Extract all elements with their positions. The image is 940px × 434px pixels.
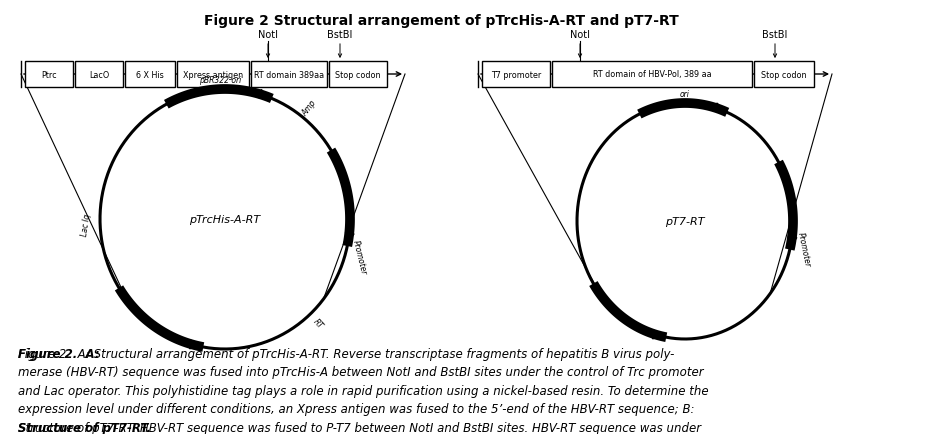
Text: Xpress antigen: Xpress antigen [183,70,243,79]
Text: RT: RT [312,316,325,330]
Text: pTrcHis-A-RT: pTrcHis-A-RT [190,214,260,224]
Text: Ptrc: Ptrc [41,70,56,79]
Text: Stop codon: Stop codon [761,70,807,79]
Bar [251,62,327,88]
Bar [754,62,814,88]
Text: NotI: NotI [258,30,278,40]
Text: and Lac operator. This polyhistidine tag plays a role in rapid purification usin: and Lac operator. This polyhistidine tag… [18,384,709,397]
Text: Structure of pT7-RT. HBV-RT sequence was fused to P-T7 between NotI and BstBI si: Structure of pT7-RT. HBV-RT sequence was… [18,421,701,434]
Text: RT domain of HBV-Pol, 389 aa: RT domain of HBV-Pol, 389 aa [593,70,712,79]
Bar [75,62,123,88]
Text: BstBI: BstBI [327,30,352,40]
Bar [177,62,249,88]
Text: BstBI: BstBI [762,30,788,40]
Text: Lac Iq: Lac Iq [80,213,92,236]
Text: Promoter: Promoter [351,239,368,275]
Text: Figure 2.  A: Structural arrangement of: Figure 2. A: Structural arrangement of [18,347,252,360]
Text: expression level under different conditions, an Xpress antigen was fused to the : expression level under different conditi… [18,403,695,415]
Bar [482,62,550,88]
Bar [329,62,387,88]
Bar [125,62,175,88]
Text: RT domain 389aa: RT domain 389aa [254,70,324,79]
Text: NotI: NotI [570,30,590,40]
Text: expression level under different conditions, an Xpress antigen was fused to the : expression level under different conditi… [18,403,682,415]
Text: Structure of pT7-RT.: Structure of pT7-RT. [18,421,151,434]
Text: Promoter: Promoter [796,231,812,267]
Text: Figure 2 Structural arrangement of pTrcHis-A-RT and pT7-RT: Figure 2 Structural arrangement of pTrcH… [204,14,680,28]
Text: ori: ori [680,90,690,99]
Text: T7 promoter: T7 promoter [491,70,541,79]
Text: merase (HBV-RT) sequence was fused into pTrcHis-A between NotI and BstBI sites u: merase (HBV-RT) sequence was fused into … [18,366,704,378]
Bar [25,62,73,88]
Text: 6 X His: 6 X His [136,70,164,79]
Text: Figure 2.  A:: Figure 2. A: [18,347,100,360]
Bar [552,62,752,88]
Text: Amp: Amp [301,98,319,118]
Text: pT7-RT: pT7-RT [666,217,705,227]
Text: Stop codon: Stop codon [336,70,381,79]
Text: pBR322 ori: pBR322 ori [199,76,242,85]
Text: Figure 2.  A: Structural arrangement of pTrcHis-A-RT. Reverse transcriptase frag: Figure 2. A: Structural arrangement of p… [18,347,674,360]
Text: LacO: LacO [89,70,109,79]
